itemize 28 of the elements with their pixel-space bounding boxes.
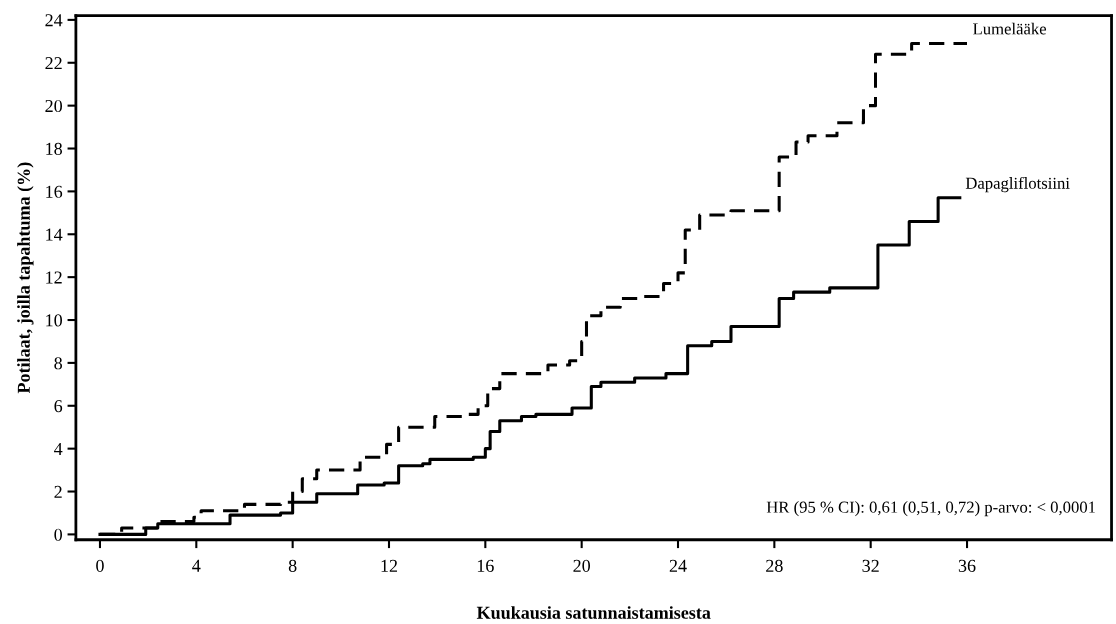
y-tick-label: 20 (45, 99, 63, 113)
y-tick-label: 10 (46, 314, 63, 327)
y-tick-label: 22 (45, 57, 62, 70)
y-tick-label: 6 (54, 400, 63, 413)
y-tick-label: 4 (54, 443, 63, 455)
x-tick-label: 32 (862, 559, 879, 572)
x-tick-label: 24 (669, 559, 687, 572)
y-tick-label: 2 (54, 485, 62, 498)
x-tick-label: 36 (958, 559, 976, 572)
x-tick-label: 4 (192, 559, 201, 572)
y-axis-title: Potilaat, joilla tapahtuma (%) (17, 162, 34, 394)
y-tick-label: 16 (46, 185, 63, 198)
x-tick-label: 8 (288, 559, 297, 572)
x-axis-title: Kuukausia satunnaistamisesta (476, 606, 711, 619)
y-tick-label: 24 (45, 14, 63, 27)
series-label: Dapagliflotsiini (965, 176, 1070, 193)
annotation: HR (95 % CI): 0,61 (0,51, 0,72) p-arvo: < 0,0001 (766, 501, 1096, 517)
x-tick-label: 12 (381, 559, 398, 572)
x-tick-label: 20 (573, 559, 591, 572)
x-tick-label: 16 (477, 559, 494, 572)
series-label: Lumelääke (973, 22, 1047, 35)
y-tick-label: 18 (46, 142, 63, 155)
y-tick-label: 12 (46, 271, 62, 284)
x-tick-label: 0 (96, 559, 104, 572)
x-tick-label: 28 (766, 559, 783, 572)
y-tick-label: 0 (54, 528, 63, 541)
y-tick-label: 8 (54, 357, 63, 370)
y-tick-label: 14 (46, 228, 63, 241)
